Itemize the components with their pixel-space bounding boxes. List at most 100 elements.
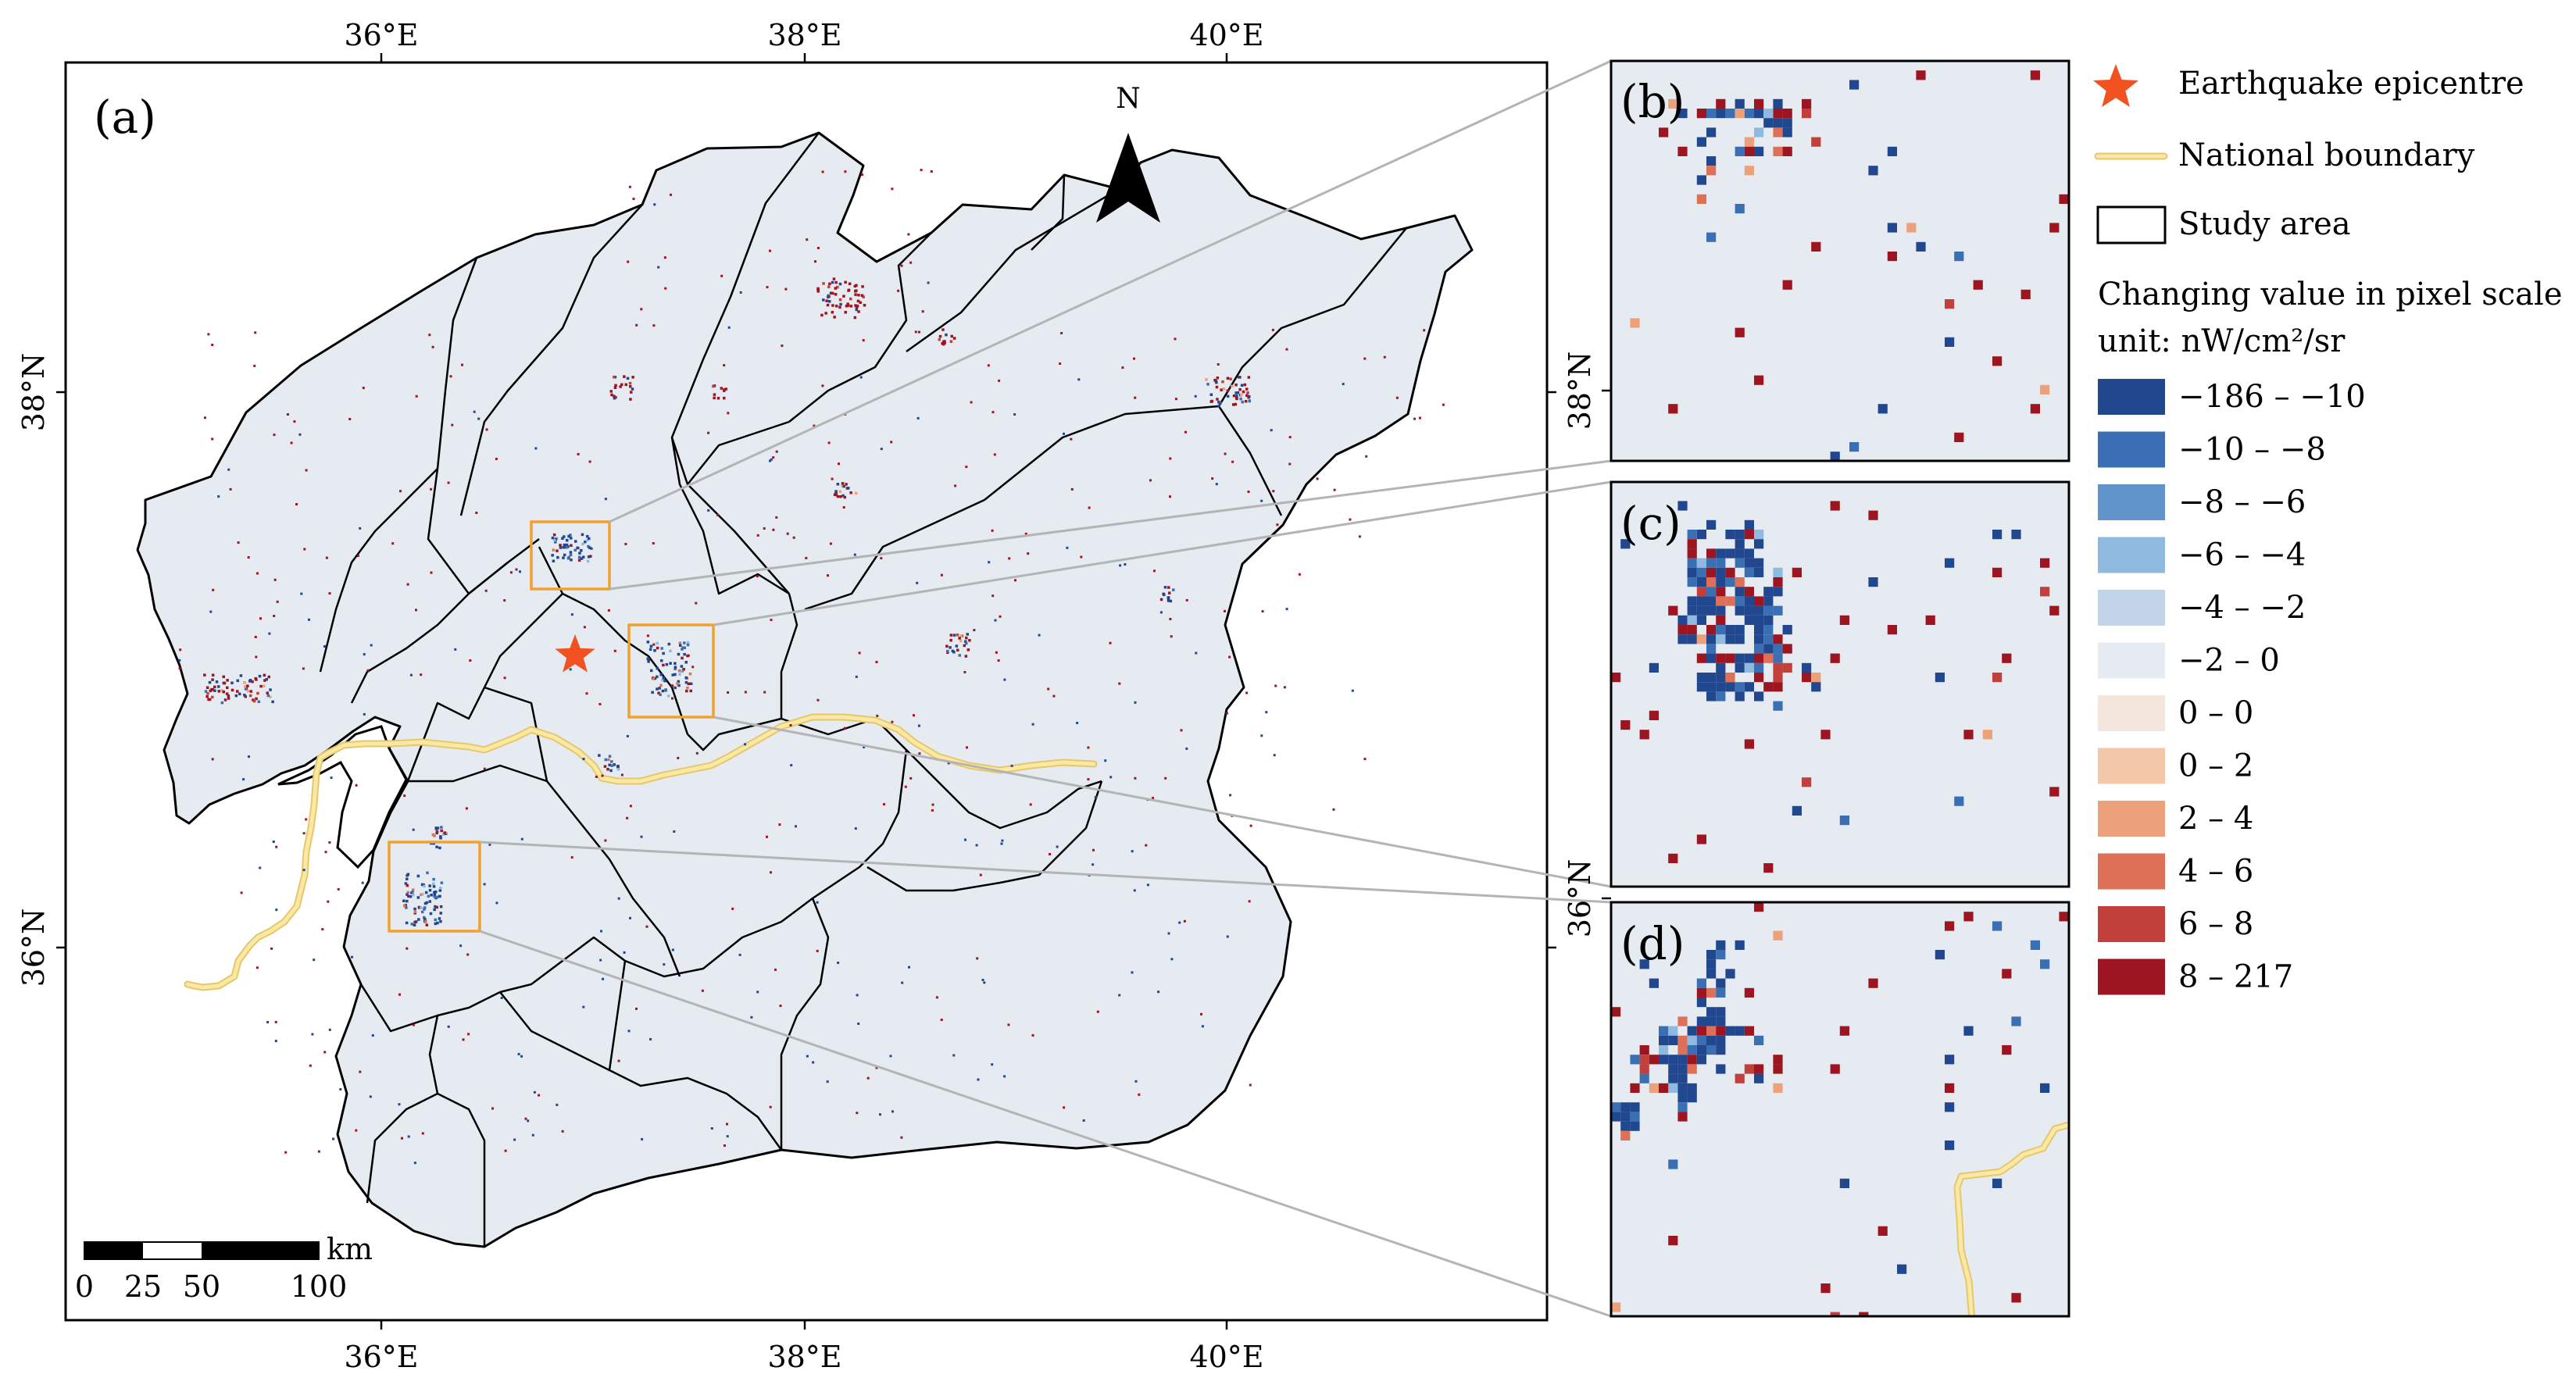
- inset-b-dots-cell-5: [1696, 109, 1706, 119]
- pixel-dot-38: [816, 290, 820, 293]
- pixel-dot-541: [337, 887, 340, 891]
- pixel-dot-244: [265, 678, 268, 681]
- zoom-box-d: [388, 841, 481, 933]
- inset-c-dots-cell-54: [1754, 625, 1764, 635]
- pixel-dot-791: [827, 574, 829, 577]
- inset-c-dots-cell-132: [1811, 682, 1821, 692]
- pixel-dot-366: [434, 918, 437, 922]
- pixel-dot-67: [1220, 388, 1223, 391]
- pixel-dot-257: [248, 694, 252, 698]
- panel-label-a: (a): [94, 91, 156, 144]
- pixel-dot-709: [1274, 684, 1277, 687]
- inset-c-dots-cell-142: [1649, 710, 1659, 720]
- pixel-dot-953: [601, 774, 604, 777]
- inset-c-dots-cell-13: [1735, 558, 1745, 568]
- inset-panel-c: (c): [1610, 480, 2070, 888]
- pixel-dot-652: [302, 832, 305, 835]
- pixel-dot-427: [613, 394, 616, 398]
- pixel-dot-962: [248, 755, 250, 759]
- inset-c-dots-cell-85: [1687, 548, 1697, 559]
- pixel-dot-347: [406, 883, 409, 887]
- pixel-dot-306: [252, 699, 256, 703]
- inset-c-dots-cell-77: [1696, 682, 1706, 692]
- pixel-dot-314: [423, 906, 427, 909]
- pixel-dot-967: [585, 692, 588, 695]
- pixel-dot-585: [763, 691, 766, 694]
- pixel-dot-443: [847, 487, 850, 490]
- pixel-dot-135: [581, 542, 584, 546]
- pixel-change-dots: [178, 169, 1445, 1165]
- pixel-dot-942: [407, 1135, 410, 1138]
- inset-c-dots-cell-152: [1963, 730, 1974, 740]
- inset-c-dots-cell-47: [1677, 615, 1688, 625]
- pixel-dot-862: [995, 651, 998, 654]
- pixel-dot-855: [695, 751, 698, 755]
- pixel-dot-969: [921, 310, 924, 313]
- inset-c-dots-cell-170: [2040, 558, 2050, 568]
- pixel-dot-911: [409, 673, 413, 676]
- legend-class-label-7: 0 – 2: [2178, 748, 2253, 784]
- inset-b-dots-cell-12: [1802, 109, 1812, 119]
- pixel-dot-207: [673, 666, 677, 669]
- inset-b-dots-cell-56: [1630, 318, 1640, 328]
- pixel-dot-383: [406, 874, 409, 877]
- inset-c-dots-cell-43: [1716, 605, 1726, 616]
- legend-class-label-10: 6 – 8: [2178, 906, 2253, 942]
- pixel-dot-674: [259, 866, 262, 869]
- inset-c-dots-cell-166: [1744, 739, 1754, 749]
- inset-c-dots-cell-120: [1811, 673, 1821, 683]
- inset-c-dots-cell-1: [1744, 519, 1754, 530]
- pixel-dot-707: [1056, 845, 1059, 848]
- pixel-dot-173: [659, 673, 663, 676]
- pixel-dot-908: [500, 997, 503, 999]
- inset-c-dots-cell-90: [1716, 567, 1726, 577]
- inset-b-dots-cell-53: [1887, 223, 1897, 233]
- pixel-dot-870: [1164, 776, 1167, 780]
- pixel-dot-287: [223, 681, 227, 685]
- pixel-dot-782: [495, 901, 498, 905]
- legend-swatch-11: [2098, 958, 2165, 995]
- inset-b-dots-cell-13: [1716, 98, 1726, 109]
- pixel-dot-564: [488, 843, 491, 846]
- inset-c-dots-cell-159: [1982, 730, 1992, 740]
- pixel-dot-916: [1342, 383, 1345, 386]
- inset-d-dots-cell-19: [1696, 1045, 1706, 1055]
- pixel-dot-202: [677, 680, 681, 684]
- inset-c-dots-cell-141: [1992, 530, 2003, 540]
- pixel-dot-160: [582, 555, 585, 559]
- pixel-dot-293: [227, 694, 230, 698]
- pixel-dot-878: [600, 930, 602, 933]
- pixel-dot-486: [610, 764, 614, 767]
- pixel-dot-273: [206, 692, 209, 695]
- north-arrow: N: [1096, 83, 1160, 223]
- pixel-dot-237: [669, 662, 672, 665]
- inset-d-dots-cell-50: [1716, 1026, 1726, 1036]
- pixel-dot-882: [991, 529, 994, 532]
- pixel-dot-687: [998, 379, 1001, 382]
- pixel-dot-232: [676, 682, 679, 685]
- inset-c-dots-cell-92: [1735, 548, 1745, 559]
- pixel-dot-776: [484, 589, 488, 592]
- pixel-dot-542: [779, 1005, 782, 1008]
- inset-d-dots-cell-46: [1696, 998, 1706, 1008]
- inset-d-dots-cell-48: [1716, 1007, 1726, 1017]
- pixel-dot-43: [839, 302, 842, 306]
- pixel-dot-460: [1169, 599, 1173, 603]
- pixel-dot-928: [348, 418, 352, 420]
- legend-class-label-3: −6 – −4: [2178, 537, 2306, 573]
- pixel-dot-603: [814, 260, 816, 263]
- pixel-dot-481: [613, 763, 616, 766]
- pixel-dot-163: [565, 543, 569, 547]
- pixel-dot-673: [701, 989, 704, 992]
- pixel-dot-742: [1003, 678, 1006, 681]
- pixel-dot-409: [958, 654, 961, 657]
- pixel-dot-54: [822, 282, 825, 285]
- pixel-dot-806: [770, 871, 772, 874]
- inset-c-dots-cell-102: [1716, 625, 1726, 635]
- pixel-dot-190: [665, 662, 669, 666]
- pixel-dot-852: [366, 669, 370, 672]
- inset-d-dots-cell-25: [1687, 1055, 1697, 1065]
- pixel-dot-152: [585, 538, 589, 542]
- pixel-dot-654: [645, 925, 648, 928]
- inset-c-dots-cell-158: [1925, 615, 1935, 625]
